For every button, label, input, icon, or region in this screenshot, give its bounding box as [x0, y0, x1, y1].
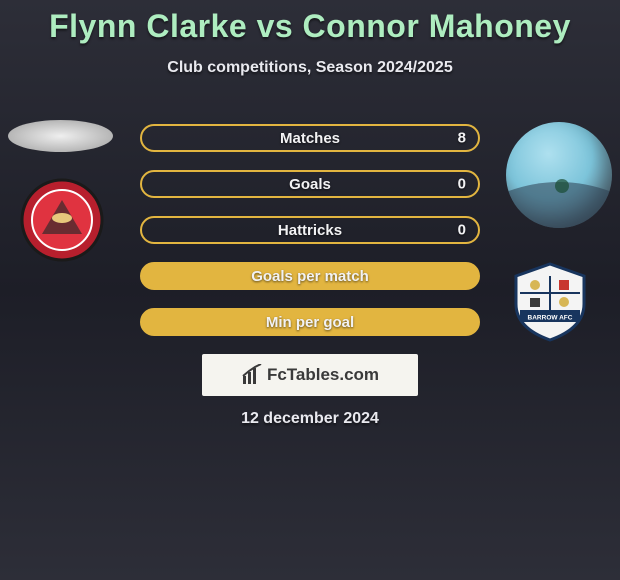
stat-bar: Min per goal	[140, 308, 480, 336]
stat-label: Min per goal	[266, 314, 354, 331]
stat-bar: Hattricks 0	[140, 216, 480, 244]
chart-icon	[241, 364, 263, 386]
svg-text:BARROW AFC: BARROW AFC	[528, 315, 573, 322]
stat-bar-list: Matches 8 Goals 0 Hattricks 0 Goals per …	[140, 124, 480, 354]
stat-label: Hattricks	[278, 222, 342, 239]
comparison-title: Flynn Clarke vs Connor Mahoney	[0, 0, 620, 45]
stat-label: Matches	[280, 130, 340, 147]
branding-box: FcTables.com	[202, 354, 418, 396]
comparison-date: 12 december 2024	[0, 410, 620, 428]
stat-value-right: 0	[458, 222, 466, 239]
stat-value-right: 0	[458, 176, 466, 193]
player-right-photo	[506, 122, 612, 228]
stat-label: Goals per match	[251, 268, 369, 285]
club-badge-right: BARROW AFC	[510, 262, 590, 342]
player-left-photo-placeholder	[8, 120, 113, 152]
club-badge-left	[20, 178, 104, 262]
stat-label: Goals	[289, 176, 331, 193]
comparison-subtitle: Club competitions, Season 2024/2025	[0, 59, 620, 77]
stat-bar: Goals per match	[140, 262, 480, 290]
stat-value-right: 8	[458, 130, 466, 147]
branding-text: FcTables.com	[267, 365, 379, 385]
stat-bar: Matches 8	[140, 124, 480, 152]
stat-bar: Goals 0	[140, 170, 480, 198]
